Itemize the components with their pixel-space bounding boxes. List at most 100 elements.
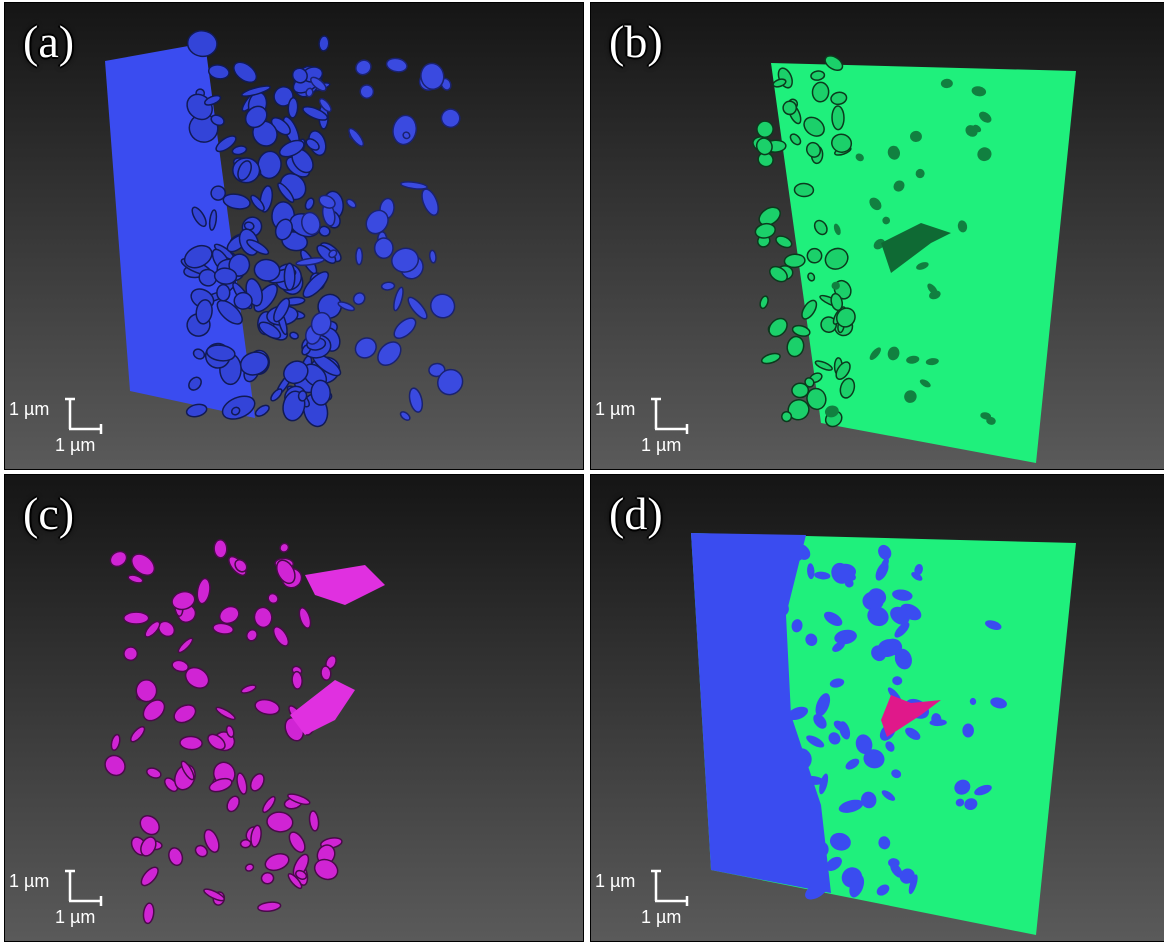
scale-label: 1 µm	[9, 399, 49, 420]
particle	[375, 238, 394, 258]
particle	[405, 295, 429, 322]
particle	[167, 846, 185, 867]
particle	[234, 292, 253, 309]
scale-bar	[651, 399, 687, 434]
particle	[358, 82, 376, 100]
particle	[271, 624, 292, 648]
scale-label: 1 µm	[55, 435, 95, 456]
particle	[319, 36, 330, 52]
render	[591, 3, 1164, 469]
render	[5, 3, 583, 469]
particle	[385, 57, 408, 74]
particle	[245, 628, 259, 643]
panel: (d)1 µm1 µm	[590, 474, 1164, 942]
particle	[391, 113, 419, 146]
particle	[429, 250, 437, 263]
particle	[289, 331, 299, 340]
particle	[266, 592, 280, 606]
particle	[761, 352, 782, 366]
particle	[240, 683, 256, 694]
particle	[296, 256, 325, 266]
panel: (b) 1 µm 1 µm	[590, 2, 1164, 470]
scale-label: 1 µm	[641, 435, 681, 456]
particle	[381, 282, 394, 291]
particle	[128, 725, 146, 744]
particle	[345, 198, 357, 210]
particle	[419, 187, 442, 218]
particle	[286, 829, 308, 854]
particle	[142, 903, 154, 924]
particle	[792, 383, 808, 397]
particle	[108, 548, 130, 569]
particle	[127, 574, 143, 585]
scale-bar	[65, 871, 101, 906]
panel-label: (b)	[609, 15, 663, 68]
particle	[225, 794, 242, 813]
particle	[352, 334, 380, 362]
particle	[254, 698, 281, 717]
scale-label: 1 µm	[595, 871, 635, 892]
particle	[263, 851, 291, 874]
scale-bar	[651, 871, 687, 906]
particle	[138, 864, 161, 888]
particle	[124, 612, 149, 624]
particle	[254, 403, 271, 418]
particle	[145, 766, 162, 780]
particle	[185, 403, 208, 419]
particle	[230, 58, 260, 86]
particle	[785, 335, 805, 358]
panel-label: (d)	[609, 487, 663, 540]
particle	[217, 284, 230, 300]
figure: (a)1 µm1 µm(b)1 µm1 µm(c)1 µm1 µm(d)1 µm…	[0, 0, 1164, 944]
particle	[248, 772, 267, 794]
particle	[110, 734, 121, 751]
particle	[171, 701, 199, 726]
particle	[298, 390, 307, 401]
particle	[121, 644, 140, 663]
particle	[177, 636, 195, 654]
particle	[353, 57, 374, 77]
particle	[754, 222, 776, 240]
scale-label: 1 µm	[9, 871, 49, 892]
panel: (c) 1 µm 1 µm	[4, 474, 584, 942]
particle	[399, 410, 411, 422]
particle	[391, 314, 419, 341]
particle	[235, 772, 248, 795]
particle	[269, 387, 284, 402]
render	[591, 475, 1164, 941]
scale-bar	[65, 399, 101, 434]
scale-label: 1 µm	[55, 907, 95, 928]
particle	[759, 295, 770, 309]
particle	[766, 315, 791, 340]
particle	[284, 263, 295, 290]
particle	[208, 776, 234, 794]
panel-label: (c)	[23, 487, 74, 540]
particle	[794, 183, 814, 197]
particle	[373, 338, 405, 370]
particle	[257, 901, 281, 913]
particle	[304, 197, 316, 211]
particle	[214, 539, 227, 558]
particle	[439, 106, 463, 130]
particle	[812, 82, 829, 102]
particle	[426, 290, 459, 323]
particle	[261, 795, 278, 814]
particle	[208, 63, 231, 80]
particle	[351, 291, 367, 307]
render	[5, 475, 583, 941]
particle	[266, 811, 294, 833]
particle	[774, 234, 793, 250]
particle	[308, 810, 319, 831]
particle	[261, 872, 274, 884]
particle	[253, 606, 273, 628]
particle	[101, 751, 129, 779]
particle	[136, 679, 157, 702]
particle	[244, 863, 254, 872]
particle	[356, 248, 362, 265]
particle	[407, 387, 424, 414]
particle	[136, 812, 162, 838]
scale-label: 1 µm	[595, 399, 635, 420]
particle	[256, 150, 282, 180]
particle	[832, 106, 844, 130]
